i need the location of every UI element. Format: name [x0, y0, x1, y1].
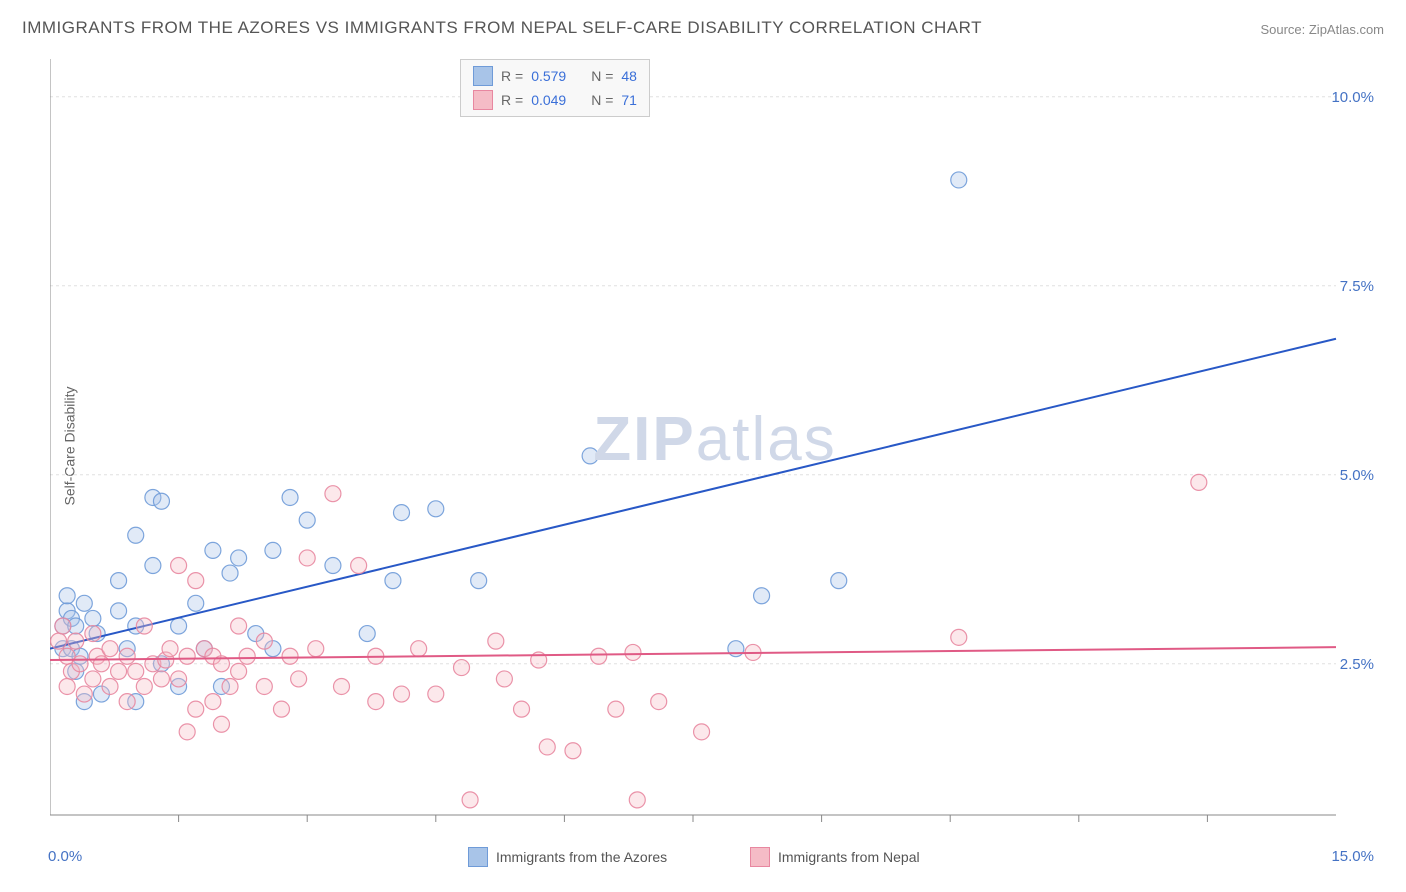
source-attribution: Source: ZipAtlas.com: [1260, 22, 1384, 37]
r-label: R =: [501, 88, 523, 112]
watermark: ZIPatlas: [593, 404, 836, 475]
plot-area: 2.5% 5.0% 7.5% 10.0% ZIPatlas R = 0.579 N = 48…: [50, 55, 1380, 845]
n-label: N =: [591, 64, 613, 88]
stats-legend: R = 0.579 N = 48 R = 0.049 N = 71: [460, 59, 650, 117]
legend-label-nepal: Immigrants from Nepal: [778, 849, 920, 865]
svg-text:2.5%: 2.5%: [1340, 656, 1374, 673]
r-value: 0.579: [531, 64, 583, 88]
x-max-label: 15.0%: [1331, 848, 1374, 865]
watermark-zip: ZIP: [593, 405, 695, 474]
chart-title: IMMIGRANTS FROM THE AZORES VS IMMIGRANTS…: [22, 18, 982, 38]
swatch-azores: [468, 847, 488, 867]
svg-text:5.0%: 5.0%: [1340, 467, 1374, 484]
n-label: N =: [591, 88, 613, 112]
swatch-nepal: [750, 847, 770, 867]
n-value: 71: [621, 88, 637, 112]
watermark-atlas: atlas: [696, 405, 837, 474]
r-value: 0.049: [531, 88, 583, 112]
legend-swatch: [473, 66, 493, 86]
bottom-legend-azores: Immigrants from the Azores: [468, 847, 667, 867]
correlation-chart: IMMIGRANTS FROM THE AZORES VS IMMIGRANTS…: [0, 0, 1406, 892]
stats-legend-row: R = 0.579 N = 48: [473, 64, 637, 88]
x-origin-label: 0.0%: [48, 848, 82, 865]
legend-label-azores: Immigrants from the Azores: [496, 849, 667, 865]
svg-text:10.0%: 10.0%: [1331, 89, 1374, 106]
n-value: 48: [621, 64, 637, 88]
bottom-legend-nepal: Immigrants from Nepal: [750, 847, 920, 867]
stats-legend-row: R = 0.049 N = 71: [473, 88, 637, 112]
r-label: R =: [501, 64, 523, 88]
legend-swatch: [473, 90, 493, 110]
svg-text:7.5%: 7.5%: [1340, 278, 1374, 295]
